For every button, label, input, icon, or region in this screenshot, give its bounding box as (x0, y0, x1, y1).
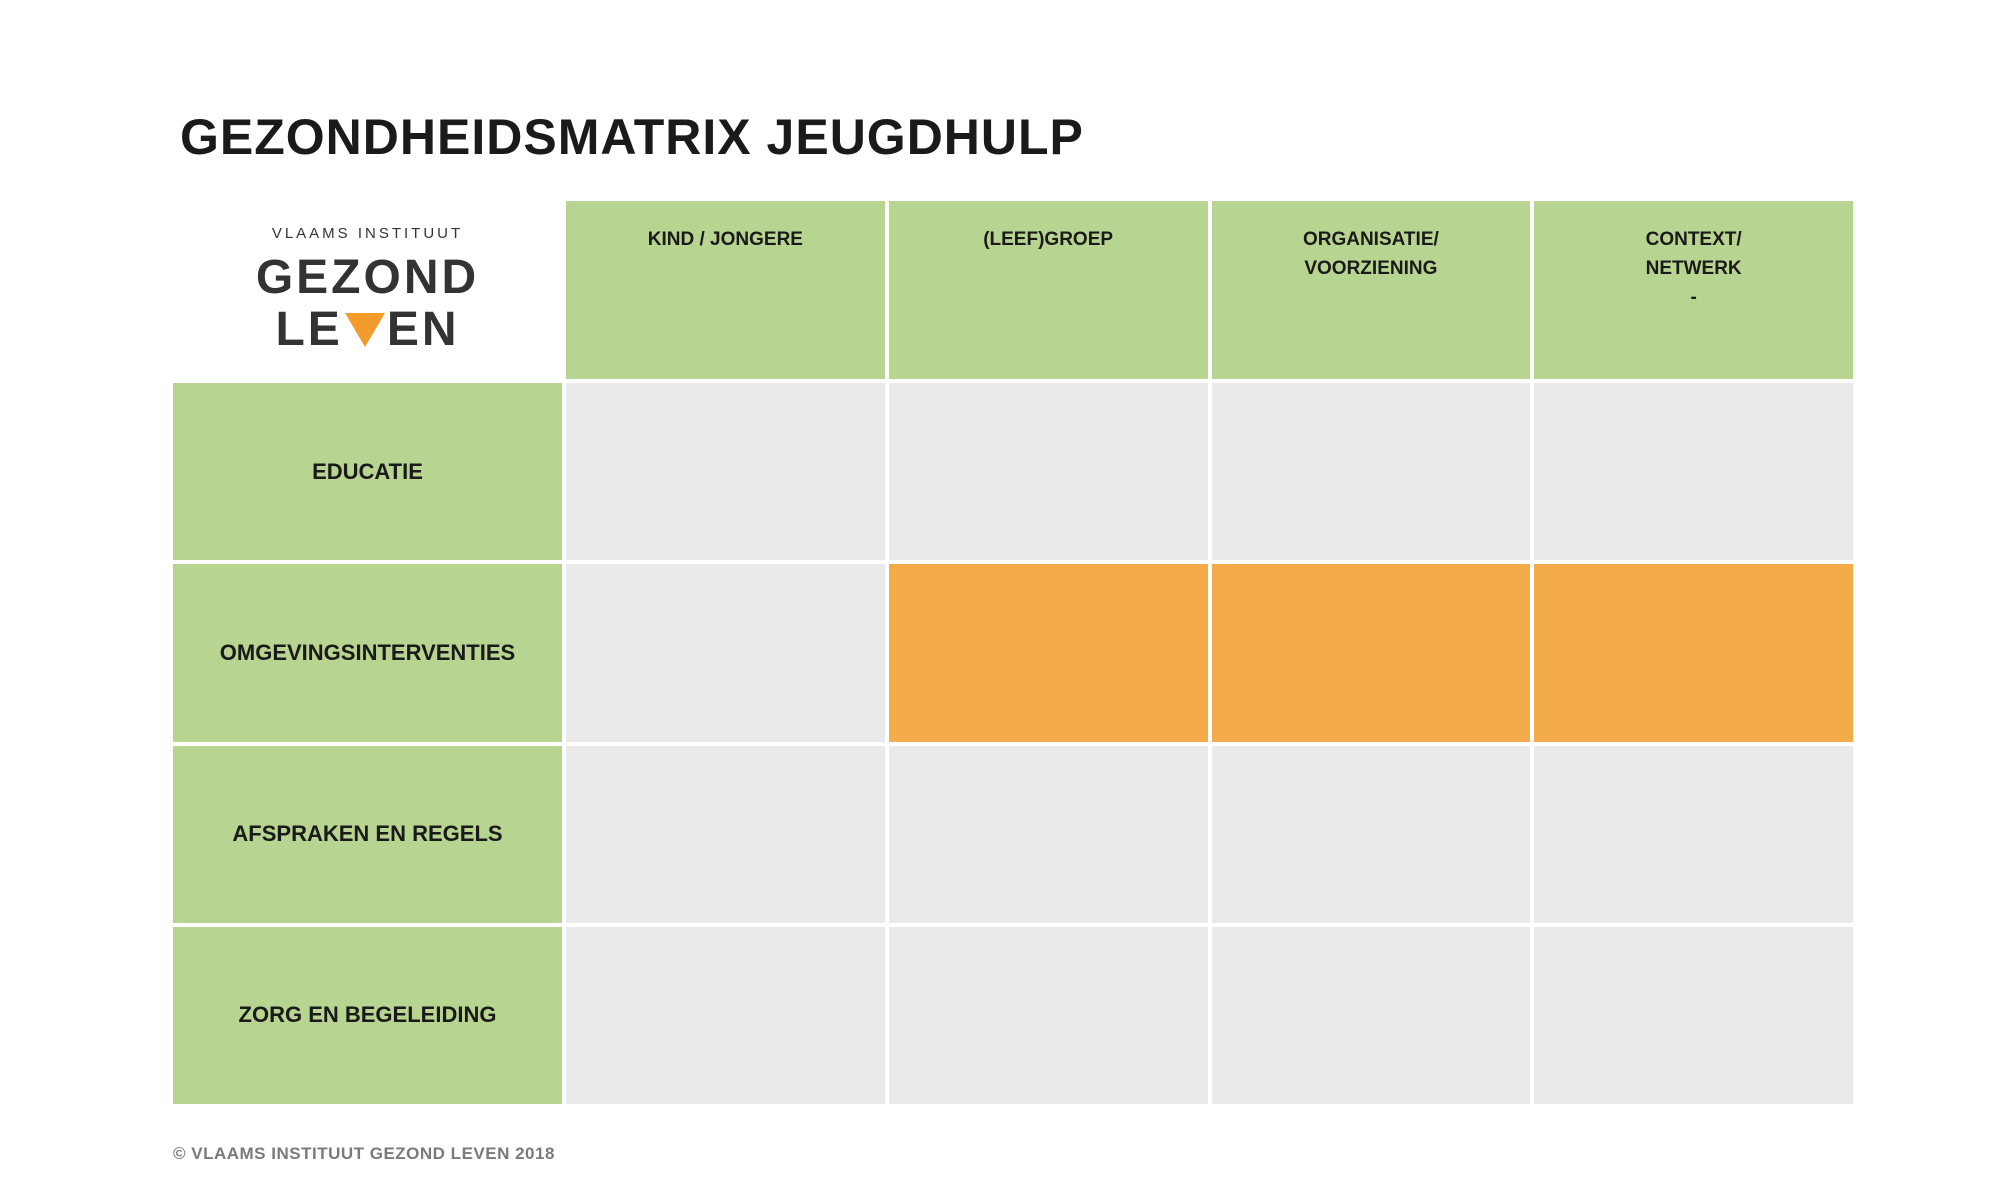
row-header-omgevingsinterventies: OMGEVINGSINTERVENTIES (173, 564, 562, 742)
matrix-cell (566, 383, 885, 561)
row-header-educatie: EDUCATIE (173, 383, 562, 561)
triangle-v-icon (344, 312, 385, 347)
matrix-cell (1211, 564, 1531, 742)
matrix-cell (888, 926, 1208, 1104)
health-matrix: VLAAMS INSTITUUT GEZOND LE EN KIND / JON… (173, 201, 1853, 1104)
logo: VLAAMS INSTITUUT GEZOND LE EN (173, 201, 562, 379)
matrix-cell (1211, 745, 1531, 923)
logo-line-gezond: GEZOND (255, 250, 480, 304)
column-header-organisatie: ORGANISATIE/ VOORZIENING (1211, 201, 1531, 379)
matrix-cell (566, 926, 885, 1104)
matrix-cell (888, 564, 1208, 742)
column-header-kind-jongere: KIND / JONGERE (566, 201, 885, 379)
column-header-context: CONTEXT/ NETWERK - (1534, 201, 1853, 379)
logo-institute-label: VLAAMS INSTITUUT (271, 224, 464, 242)
row-header-zorg: ZORG EN BEGELEIDING (173, 926, 562, 1104)
matrix-cell (1534, 383, 1853, 561)
matrix-cell (1534, 745, 1853, 923)
copyright-footer: © VLAAMS INSTITUUT GEZOND LEVEN 2018 (173, 1144, 555, 1163)
page-title: GEZONDHEIDSMATRIX JEUGDHULP (180, 109, 1084, 165)
logo-line-leven: LE EN (275, 302, 460, 356)
matrix-cell (1211, 383, 1531, 561)
matrix-cell (888, 383, 1208, 561)
matrix-cell (1534, 926, 1853, 1104)
matrix-cell (566, 564, 885, 742)
logo-text-en: EN (386, 302, 460, 356)
row-header-afspraken: AFSPRAKEN EN REGELS (173, 745, 562, 923)
logo-text-le: LE (275, 302, 343, 356)
matrix-cell (1534, 564, 1853, 742)
column-header-leefgroep: (LEEF)GROEP (888, 201, 1208, 379)
matrix-cell (566, 745, 885, 923)
matrix-cell (1211, 926, 1531, 1104)
matrix-cell (888, 745, 1208, 923)
